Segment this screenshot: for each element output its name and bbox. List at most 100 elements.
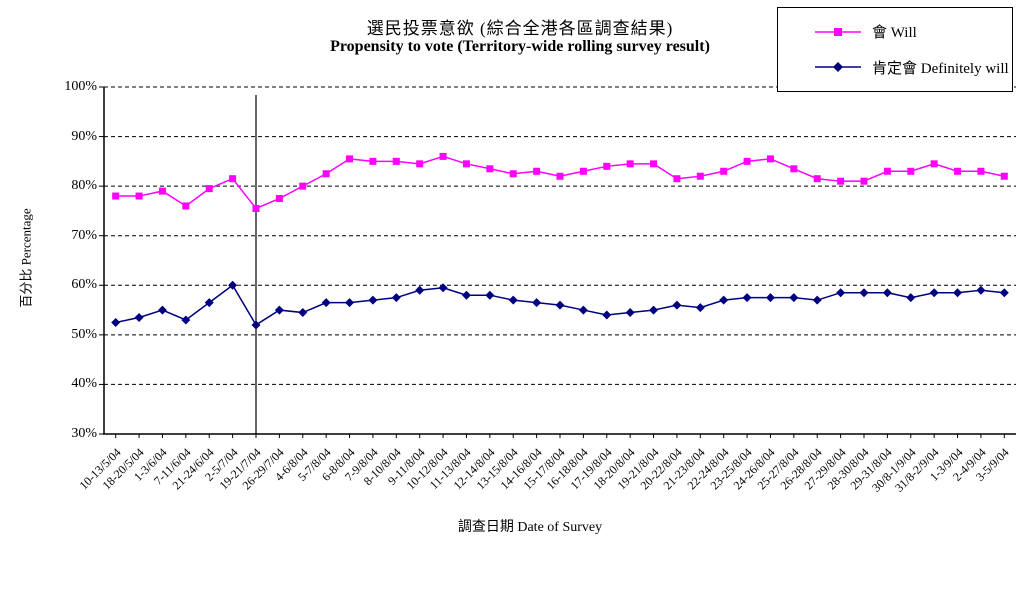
will-series-swatch-icon bbox=[815, 27, 861, 36]
will-marker bbox=[439, 152, 447, 160]
will-marker bbox=[392, 157, 400, 165]
will-marker bbox=[229, 175, 237, 183]
will-marker bbox=[696, 172, 704, 180]
definitely-will-marker bbox=[859, 288, 869, 298]
definitely-will-marker bbox=[929, 288, 939, 298]
x-axis-title: 調查日期 Date of Survey bbox=[457, 520, 603, 535]
definitely-will-marker bbox=[555, 300, 565, 310]
legend-item-will: 會 Will bbox=[778, 21, 1012, 42]
definitely-will-marker bbox=[438, 283, 448, 293]
definitely-will-marker bbox=[578, 305, 588, 315]
definitely-will-marker bbox=[719, 295, 729, 305]
definitely-will-marker bbox=[111, 317, 121, 327]
will-marker bbox=[883, 167, 891, 175]
plot-area bbox=[99, 86, 1016, 438]
definitely-will-marker bbox=[368, 295, 378, 305]
will-marker bbox=[135, 192, 143, 200]
definitely-will-marker bbox=[298, 308, 308, 318]
definitely-will-marker bbox=[157, 305, 167, 315]
definitely-will-marker bbox=[999, 288, 1009, 298]
will-marker bbox=[720, 167, 728, 175]
will-marker bbox=[650, 160, 658, 168]
will-marker bbox=[416, 160, 424, 168]
definitely-will-marker bbox=[321, 298, 331, 308]
will-marker bbox=[299, 182, 307, 190]
definitely-will-marker bbox=[625, 308, 635, 318]
definitely-will-marker bbox=[228, 280, 238, 290]
chart-container: 選民投票意欲 (綜合全港各區調查結果) Propensity to vote (… bbox=[18, 7, 1016, 535]
will-marker bbox=[930, 160, 938, 168]
will-marker bbox=[158, 187, 166, 195]
y-axis-tick-label: 70% bbox=[71, 227, 97, 243]
y-axis-title: 百分比 Percentage bbox=[18, 208, 34, 308]
y-axis-tick-label: 100% bbox=[64, 79, 97, 94]
will-marker bbox=[626, 160, 634, 168]
definitely-will-marker bbox=[882, 288, 892, 298]
definitely-will-marker bbox=[415, 285, 425, 295]
will-marker bbox=[1000, 172, 1008, 180]
y-axis-tick-label: 90% bbox=[71, 128, 97, 144]
chart-title-chinese: 選民投票意欲 (綜合全港各區調查結果) bbox=[366, 19, 674, 38]
definitely-will-marker bbox=[274, 305, 284, 315]
will-marker bbox=[322, 170, 330, 178]
definitely-will-marker bbox=[134, 313, 144, 323]
legend-label-definitely-will: 肯定會 Definitely will bbox=[872, 60, 1009, 77]
legend-label-will: 會 Will bbox=[872, 25, 917, 42]
axes bbox=[99, 86, 1016, 438]
definitely-will-marker bbox=[649, 305, 659, 315]
definitely-will-marker bbox=[742, 293, 752, 303]
will-marker bbox=[369, 157, 377, 165]
will-marker bbox=[743, 157, 751, 165]
will-marker bbox=[346, 155, 354, 163]
y-axis-tick-label: 80% bbox=[71, 178, 97, 194]
definitely-will-marker bbox=[251, 320, 261, 330]
will-marker bbox=[252, 204, 260, 212]
definitely-will-marker bbox=[181, 315, 191, 325]
y-axis-tick-label: 30% bbox=[71, 426, 97, 441]
definitely-will-marker bbox=[461, 290, 471, 300]
will-marker bbox=[205, 185, 213, 193]
will-marker bbox=[954, 167, 962, 175]
definitely-will-marker bbox=[765, 293, 775, 303]
will-marker bbox=[790, 165, 798, 173]
definitely-will-marker bbox=[391, 293, 401, 303]
will-marker bbox=[907, 167, 915, 175]
will-marker bbox=[509, 170, 517, 178]
definitely-will-marker bbox=[976, 285, 986, 295]
will-marker bbox=[673, 175, 681, 183]
definitely-will-marker bbox=[532, 298, 542, 308]
definitely-will-marker bbox=[508, 295, 518, 305]
definitely-will-marker bbox=[204, 298, 214, 308]
gridlines bbox=[104, 86, 1016, 385]
legend-item-definitely-will: 肯定會 Definitely will bbox=[778, 57, 1012, 78]
will-marker bbox=[977, 167, 985, 175]
definitely-will-marker bbox=[906, 293, 916, 303]
definitely-will-marker bbox=[836, 288, 846, 298]
legend: 會 Will 肯定會 Definitely will bbox=[777, 7, 1013, 92]
will-marker bbox=[486, 165, 494, 173]
definitely-will-series bbox=[111, 280, 1009, 330]
will-marker bbox=[603, 162, 611, 170]
will-marker bbox=[182, 202, 190, 210]
definitely-will-marker bbox=[672, 300, 682, 310]
definitely-will-series-swatch-icon bbox=[815, 62, 861, 73]
series-line bbox=[115, 155, 1005, 210]
will-series bbox=[112, 152, 1008, 212]
will-marker bbox=[837, 177, 845, 185]
will-marker bbox=[275, 195, 283, 203]
chart-title-english: Propensity to vote (Territory-wide rolli… bbox=[330, 38, 710, 55]
will-marker bbox=[112, 192, 120, 200]
will-marker bbox=[860, 177, 868, 185]
y-axis-tick-label: 50% bbox=[71, 326, 97, 342]
y-axis-tick-label: 60% bbox=[71, 277, 97, 293]
will-marker bbox=[533, 167, 541, 175]
will-marker bbox=[766, 155, 774, 163]
will-marker bbox=[556, 172, 564, 180]
will-marker bbox=[462, 160, 470, 168]
definitely-will-marker bbox=[602, 310, 612, 320]
definitely-will-marker bbox=[812, 295, 822, 305]
definitely-will-marker bbox=[485, 290, 495, 300]
definitely-will-marker bbox=[695, 303, 705, 313]
definitely-will-marker bbox=[789, 293, 799, 303]
y-axis-tick-label: 40% bbox=[71, 376, 97, 392]
